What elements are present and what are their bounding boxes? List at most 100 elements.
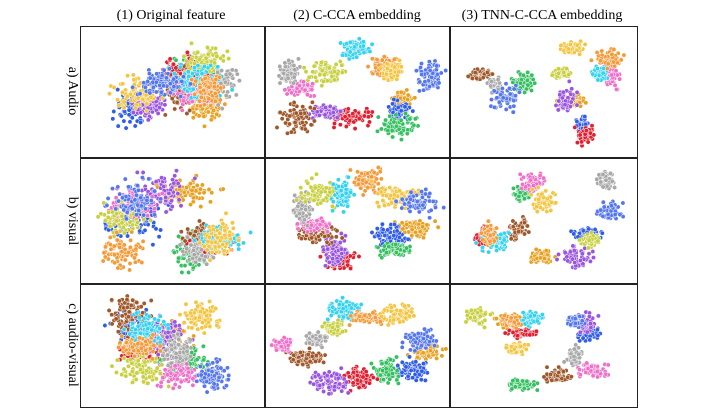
scatter-point <box>375 71 381 77</box>
scatter-point <box>192 175 198 181</box>
scatter-point <box>345 262 351 268</box>
scatter-point <box>182 238 188 244</box>
scatter-point <box>233 92 239 98</box>
scatter-point <box>207 234 213 240</box>
scatter-point <box>181 98 187 104</box>
scatter-point <box>417 79 423 85</box>
scatter-point <box>288 129 294 135</box>
scatter-point <box>181 53 187 59</box>
scatter-point <box>143 108 149 114</box>
scatter-point <box>557 92 563 98</box>
scatter-point <box>369 109 375 115</box>
scatter-point <box>488 83 494 89</box>
scatter-point <box>378 65 384 71</box>
scatter-point <box>393 112 399 118</box>
scatter-point <box>194 72 200 77</box>
scatter-point <box>361 50 367 55</box>
scatter-point <box>465 73 471 79</box>
scatter-point <box>567 104 573 109</box>
scatter-point <box>217 97 223 103</box>
scatter-point <box>164 75 169 81</box>
scatter-point <box>354 54 360 60</box>
scatter-point <box>300 104 306 110</box>
scatter-point <box>329 203 335 209</box>
scatter-point <box>392 64 398 70</box>
scatter-point <box>612 82 618 88</box>
scatter-point <box>503 106 509 112</box>
scatter-point <box>187 108 193 113</box>
scatter-point <box>126 184 131 190</box>
scatter-point <box>332 121 337 126</box>
scatter-point <box>218 85 224 91</box>
scatter-point <box>312 193 318 198</box>
scatter-point <box>184 246 190 252</box>
scatter-point <box>170 61 176 67</box>
scatter-point <box>183 58 189 64</box>
scatter-point <box>201 190 207 196</box>
scatter-point <box>307 105 313 110</box>
scatter-point <box>511 103 517 109</box>
scatter-point <box>396 126 402 132</box>
scatter-point <box>197 256 203 262</box>
scatter-point <box>297 83 302 89</box>
scatter-point <box>138 119 144 125</box>
scatter-point <box>105 195 111 201</box>
scatter-point <box>397 57 402 63</box>
scatter-point <box>495 77 501 83</box>
scatter-point <box>198 94 204 100</box>
scatter-point <box>331 77 337 83</box>
scatter-point <box>127 119 133 125</box>
scatter-point <box>525 82 531 88</box>
scatter-point <box>342 233 348 239</box>
scatter-point <box>292 119 298 125</box>
scatter-point <box>435 224 441 230</box>
scatter-point <box>185 234 190 240</box>
scatter-point <box>317 254 323 260</box>
scatter-point <box>318 189 324 195</box>
scatter-point <box>553 102 559 108</box>
scatter-point <box>398 64 404 70</box>
scatter-point <box>196 56 202 62</box>
scatter-point <box>319 83 325 89</box>
scatter-point <box>474 75 480 81</box>
scatter-point <box>434 63 440 69</box>
scatter-point <box>386 244 392 250</box>
scatter-point <box>421 235 426 241</box>
scatter-point <box>574 140 580 146</box>
scatter-point <box>126 107 132 113</box>
scatter-point <box>339 251 345 257</box>
scatter-point <box>120 81 126 87</box>
scatter-point <box>524 77 530 83</box>
scatter-point <box>207 257 213 263</box>
scatter-point <box>327 189 333 195</box>
scatter-point <box>379 221 385 227</box>
scatter-point <box>402 104 408 110</box>
scatter-point <box>574 102 580 108</box>
scatter-point <box>210 255 216 261</box>
scatter-point <box>611 59 617 65</box>
scatter-point <box>556 66 562 72</box>
scatter-point <box>202 123 207 129</box>
scatter-point <box>385 128 391 134</box>
scatter-point <box>292 192 298 198</box>
scatter-point <box>197 218 202 224</box>
scatter-point <box>391 56 397 62</box>
scatter-point <box>229 87 235 93</box>
scatter-point <box>299 236 304 242</box>
scatter-point <box>193 259 199 265</box>
scatter-point <box>398 117 404 123</box>
scatter-point <box>120 224 126 230</box>
scatter-point <box>382 233 388 238</box>
scatter-point <box>192 91 198 97</box>
scatter-point <box>170 177 176 183</box>
scatter-point <box>298 110 304 116</box>
scatter-point <box>208 117 214 123</box>
scatter-point <box>438 70 444 76</box>
scatter-point <box>156 234 162 240</box>
scatter-point <box>161 184 167 190</box>
scatter-point <box>174 100 180 105</box>
scatter-point <box>111 221 117 227</box>
panel-audio-ccca <box>265 26 450 158</box>
scatter-point <box>104 202 110 208</box>
scatter-point <box>309 87 315 93</box>
